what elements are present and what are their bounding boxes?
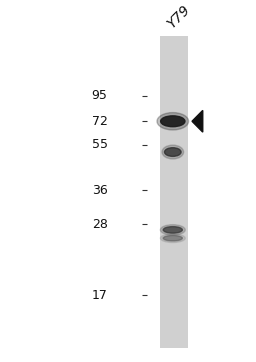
Bar — [160, 36, 188, 348]
Ellipse shape — [163, 235, 182, 241]
Ellipse shape — [157, 113, 189, 130]
Ellipse shape — [165, 148, 181, 156]
Text: 55: 55 — [92, 138, 108, 151]
Text: 28: 28 — [92, 218, 108, 231]
Ellipse shape — [160, 234, 185, 243]
Text: 72: 72 — [92, 115, 108, 128]
Ellipse shape — [161, 116, 185, 127]
Ellipse shape — [163, 227, 182, 233]
Ellipse shape — [162, 145, 184, 159]
Text: 95: 95 — [92, 89, 108, 102]
Text: 17: 17 — [92, 289, 108, 302]
Text: 36: 36 — [92, 184, 108, 197]
Text: Y79: Y79 — [164, 2, 193, 31]
Ellipse shape — [160, 225, 185, 235]
Polygon shape — [192, 110, 203, 132]
